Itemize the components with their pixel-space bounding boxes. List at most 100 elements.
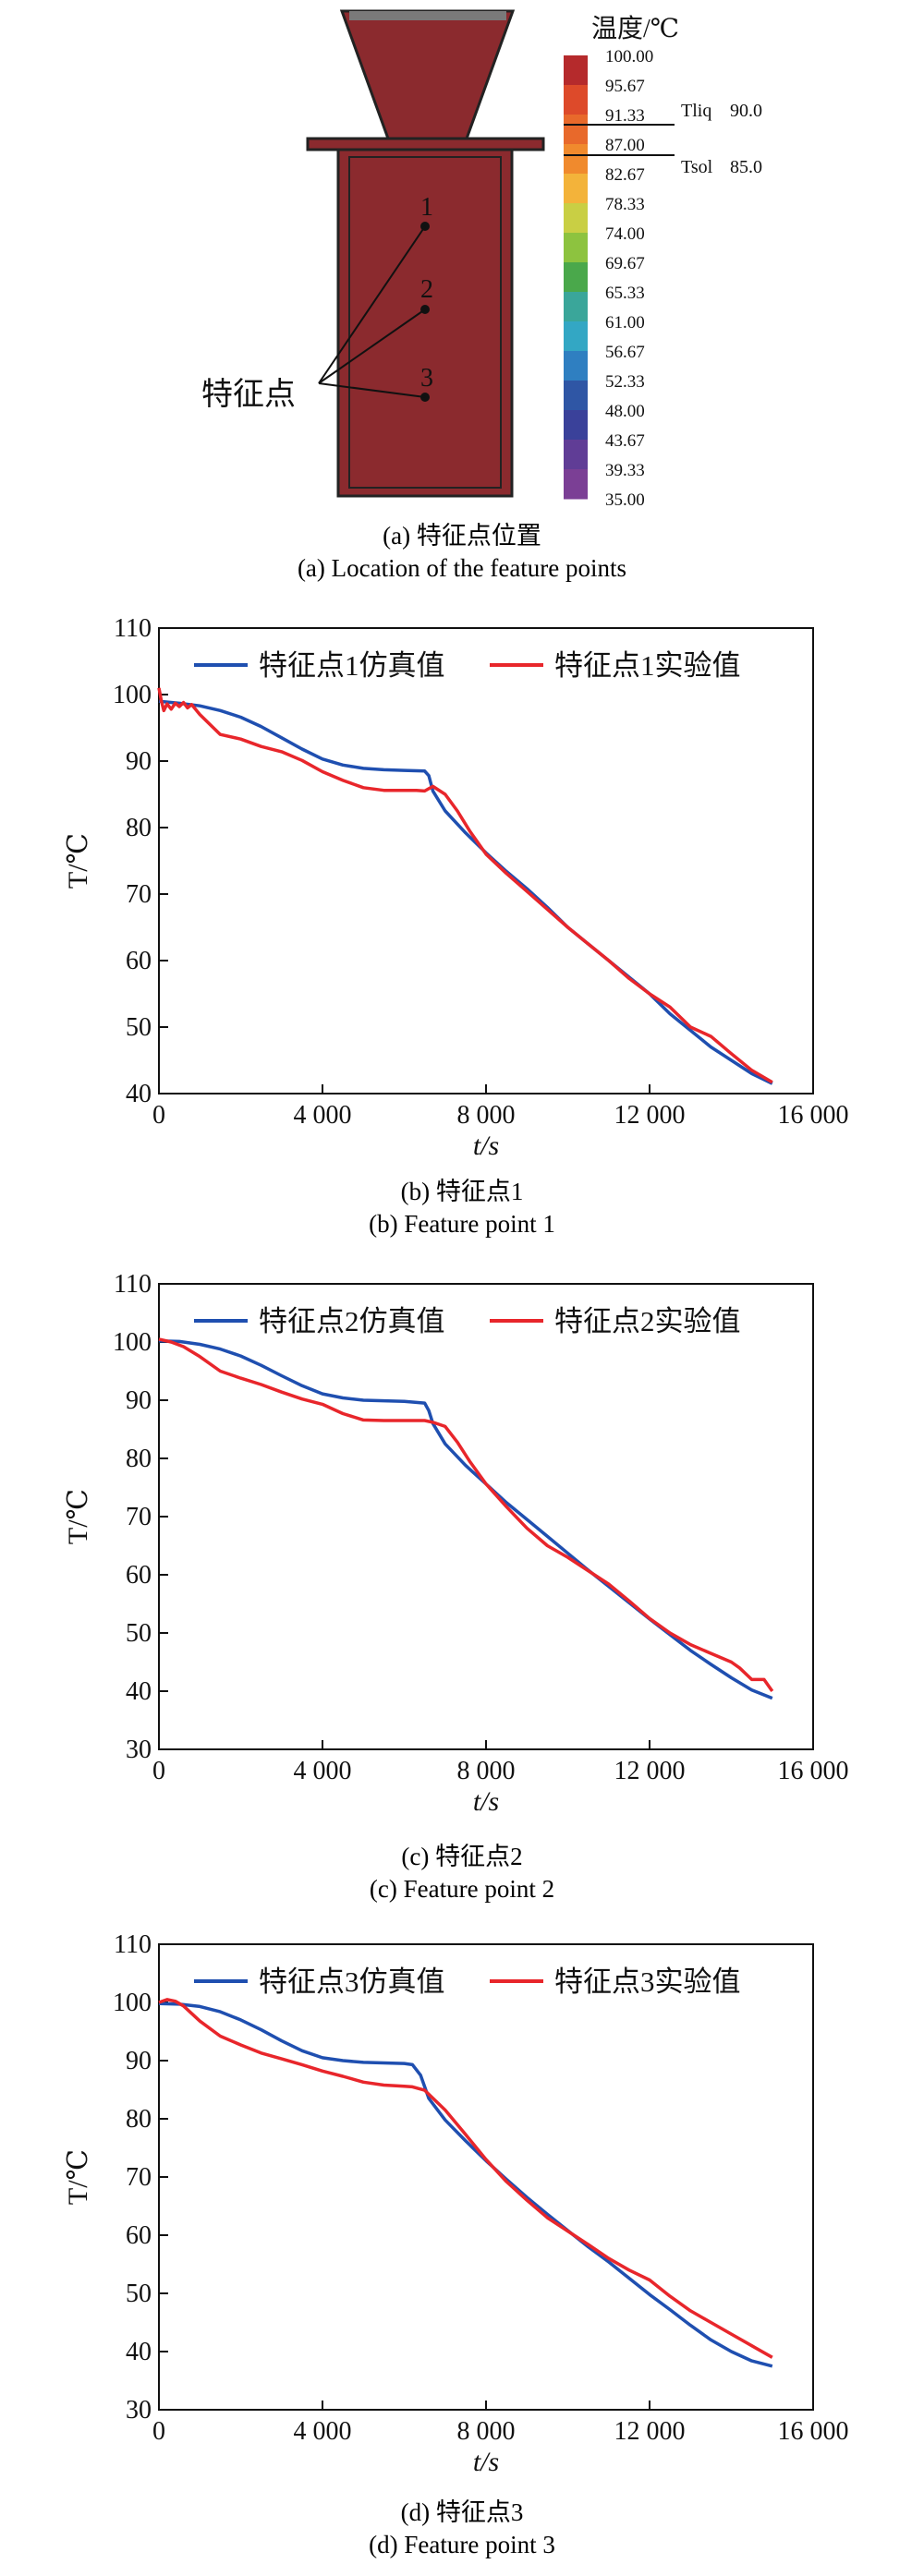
feature-point-3-chart: 30 40 50 60 70 80 90 100 110 0 4 000 8 000 12 000 16 …: [63, 1930, 849, 2477]
caption-d-cn: (d) 特征点3: [400, 2498, 524, 2526]
tliq-value: 90.0: [730, 101, 762, 121]
colorbar-tick-label: 35.00: [605, 490, 645, 510]
y-tick-label: 60: [126, 1561, 152, 1590]
y-tick-label: 100: [113, 1989, 152, 2017]
colorbar-segment: [564, 55, 588, 86]
colorbar-segment: [564, 85, 588, 115]
colorbar-segment: [564, 321, 588, 352]
x-tick-label: 4 000: [294, 1101, 352, 1130]
funnel-top: [339, 9, 516, 140]
y-tick-label: 40: [126, 1677, 152, 1706]
y-tick-label: 80: [126, 1445, 152, 1473]
colorbar-segment: [564, 469, 588, 500]
point-label-3: 3: [420, 364, 433, 393]
y-tick-label: 90: [126, 1386, 152, 1415]
panel-b: 40 50 60 70 80 90 100 110 0 4 000 8 000 12 000 16 00…: [0, 600, 924, 1256]
colorbar-tick-label: 87.00: [605, 136, 645, 155]
feature-point-label: 特征点: [201, 377, 296, 412]
colorbar-segment: [564, 292, 588, 322]
plot-frame: [158, 1943, 814, 2411]
feature-point-markers: 1 2 3 特征点: [201, 193, 433, 412]
caption-a-en: (a) Location of the feature points: [297, 554, 627, 582]
colorbar-tick-label: 74.00: [605, 224, 645, 244]
feature-point-1-chart: 40 50 60 70 80 90 100 110 0 4 000 8 000 12 000 16 00…: [63, 614, 849, 1161]
y-axis-label: T/℃: [63, 2149, 93, 2205]
leader-line-2: [318, 308, 426, 384]
caption-a-cn: (a) 特征点位置: [383, 522, 541, 550]
y-tick-label: 110: [114, 1270, 152, 1299]
legend-label: 特征点3实验值: [554, 1965, 741, 1998]
x-tick-label: 8 000: [457, 1101, 516, 1130]
colorbar-tick-label: 78.33: [605, 195, 645, 214]
colorbar-segment: [564, 233, 588, 263]
x-axis-label: t/s: [473, 1131, 499, 1161]
colorbar-segment: [564, 440, 588, 470]
y-tick-label: 90: [126, 2047, 152, 2075]
legend-label: 特征点1实验值: [554, 649, 741, 682]
x-tick-label: 16 000: [778, 2417, 849, 2446]
leader-line-1: [318, 225, 426, 384]
colorbar-tick-label: 91.33: [605, 106, 645, 126]
colorbar-segment: [564, 381, 588, 411]
y-tick-label: 40: [126, 1080, 152, 1108]
y-tick-label: 110: [114, 614, 152, 643]
x-axis-label: t/s: [473, 1786, 499, 1817]
y-axis-label: T/℃: [63, 833, 93, 889]
legend-label: 特征点1仿真值: [259, 649, 445, 682]
mold-inner: [348, 156, 502, 489]
colorbar-tick-label: 65.33: [605, 284, 645, 303]
tsol-value: 85.0: [730, 157, 762, 177]
series-line-2: [158, 1337, 774, 1693]
series-line-2: [158, 1998, 773, 2359]
x-tick-label: 12 000: [614, 2417, 686, 2446]
colorbar-tick-label: 95.67: [605, 77, 645, 96]
series-line-1: [158, 699, 773, 1085]
legend-label: 特征点2实验值: [554, 1305, 741, 1337]
feature-point-location-figure: 1 2 3 特征点 温度/℃ 100.00 95.67 91.33 87.00 82.6…: [201, 9, 762, 510]
leader-line-3: [318, 382, 426, 398]
tliq-label: Tliq: [681, 101, 711, 121]
caption-b-cn: (b) 特征点1: [400, 1178, 524, 1205]
panel-c: 30 40 50 60 70 80 90 100 110 0 4 000 8 000 12 000 16 …: [0, 1256, 924, 1917]
tsol-label: Tsol: [681, 157, 713, 177]
x-tick-label: 12 000: [614, 1757, 686, 1785]
y-tick-label: 60: [126, 947, 152, 975]
panel-a: 1 2 3 特征点 温度/℃ 100.00 95.67 91.33 87.00 82.6…: [0, 0, 924, 600]
x-tick-label: 4 000: [294, 1757, 352, 1785]
y-tick-label: 70: [126, 1503, 152, 1531]
casting-mold: [306, 9, 545, 498]
panel-d: 30 40 50 60 70 80 90 100 110 0 4 000 8 000 12 000 16 …: [0, 1917, 924, 2576]
y-tick-label: 50: [126, 1619, 152, 1648]
x-tick-label: 12 000: [614, 1101, 686, 1130]
colorbar-tick-label: 52.33: [605, 372, 645, 392]
y-tick-label: 80: [126, 2105, 152, 2134]
y-tick-label: 80: [126, 814, 152, 842]
colorbar-tick-label: 100.00: [605, 47, 653, 67]
colorbar-tick-label: 39.33: [605, 461, 645, 480]
colorbar-segment: [564, 262, 588, 293]
y-tick-label: 40: [126, 2338, 152, 2366]
x-tick-label: 0: [152, 1757, 165, 1785]
colorbar-segment: [564, 203, 588, 234]
x-tick-label: 16 000: [778, 1757, 849, 1785]
colorbar-tick-label: 56.67: [605, 343, 645, 362]
colorbar-tick-label: 48.00: [605, 402, 645, 421]
legend-label: 特征点2仿真值: [259, 1305, 445, 1337]
y-tick-label: 70: [126, 880, 152, 909]
plot-frame: [158, 627, 814, 1094]
colorbar-segment: [564, 174, 588, 204]
x-tick-label: 8 000: [457, 2417, 516, 2446]
x-tick-label: 0: [152, 2417, 165, 2446]
feature-point-2-chart: 30 40 50 60 70 80 90 100 110 0 4 000 8 000 12 000 16 …: [63, 1270, 849, 1817]
y-tick-label: 110: [114, 1930, 152, 1959]
colorbar-title: 温度/℃: [591, 14, 679, 43]
solidus-liquidus-markers: Tliq 90.0 Tsol 85.0: [564, 101, 762, 177]
y-tick-label: 100: [113, 1328, 152, 1357]
y-tick-label: 30: [126, 1735, 152, 1764]
series-line-1: [158, 2002, 773, 2368]
legend-label: 特征点3仿真值: [259, 1965, 445, 1998]
colorbar: 温度/℃ 100.00 95.67 91.33 87.00 82.67 78.33 74.0…: [564, 14, 679, 510]
colorbar-segment: [564, 410, 588, 441]
colorbar-segment: [564, 351, 588, 381]
y-tick-label: 50: [126, 2280, 152, 2308]
